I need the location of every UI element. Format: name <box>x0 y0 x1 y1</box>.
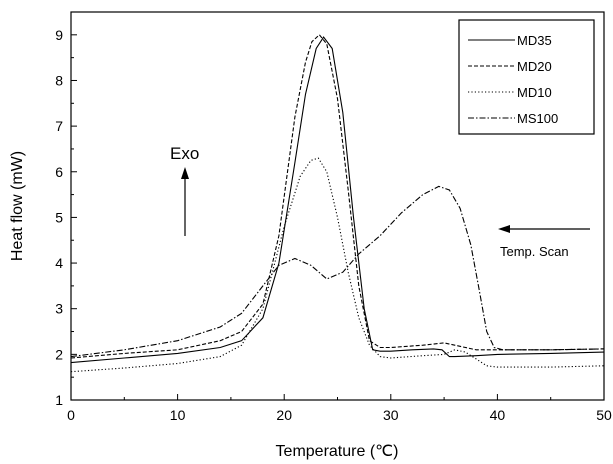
temp-scan-arrow-head-icon <box>498 225 510 233</box>
x-axis-title: Temperature (℃) <box>276 443 399 460</box>
legend-items: MD35 MD20 MD10 MS100 <box>468 33 558 126</box>
series-line-md20 <box>70 33 605 359</box>
temp-scan-annotation: Temp. Scan <box>498 225 590 259</box>
legend: MD35 MD20 MD10 MS100 <box>458 19 595 135</box>
y-tick-label: 2 <box>55 346 63 362</box>
y-tick-label: 1 <box>55 392 63 408</box>
legend-label-md35: MD35 <box>517 33 552 48</box>
temp-scan-label: Temp. Scan <box>500 244 569 259</box>
legend-label-md10: MD10 <box>517 85 552 100</box>
exo-annotation: Exo <box>170 144 199 236</box>
legend-label-ms100: MS100 <box>517 111 558 126</box>
x-tick-label: 20 <box>276 407 292 423</box>
y-tick-label: 8 <box>55 72 63 88</box>
y-tick-label: 5 <box>55 209 63 225</box>
x-tick-label: 0 <box>67 407 75 423</box>
x-tick-label: 40 <box>490 407 506 423</box>
y-tick-label: 3 <box>55 301 63 317</box>
y-tick-label: 9 <box>55 27 63 43</box>
series-line-ms100 <box>70 185 605 358</box>
x-tick-label: 50 <box>596 407 612 423</box>
x-tick-label: 30 <box>383 407 399 423</box>
y-tick-label: 7 <box>55 118 63 134</box>
legend-label-md20: MD20 <box>517 59 552 74</box>
x-tick-label: 10 <box>170 407 186 423</box>
y-axis-title: Heat flow (mW) <box>9 151 26 261</box>
exo-label: Exo <box>170 144 199 163</box>
legend-box <box>458 19 595 135</box>
series-group <box>70 33 605 373</box>
axis-ticks: 0 10 20 30 40 50 1 2 3 4 5 6 7 8 9 <box>55 27 612 423</box>
y-tick-label: 6 <box>55 164 63 180</box>
series-line-md35 <box>70 36 605 364</box>
series-line-md10 <box>70 157 605 373</box>
exo-arrow-head-icon <box>181 167 189 179</box>
y-tick-label: 4 <box>55 255 63 271</box>
